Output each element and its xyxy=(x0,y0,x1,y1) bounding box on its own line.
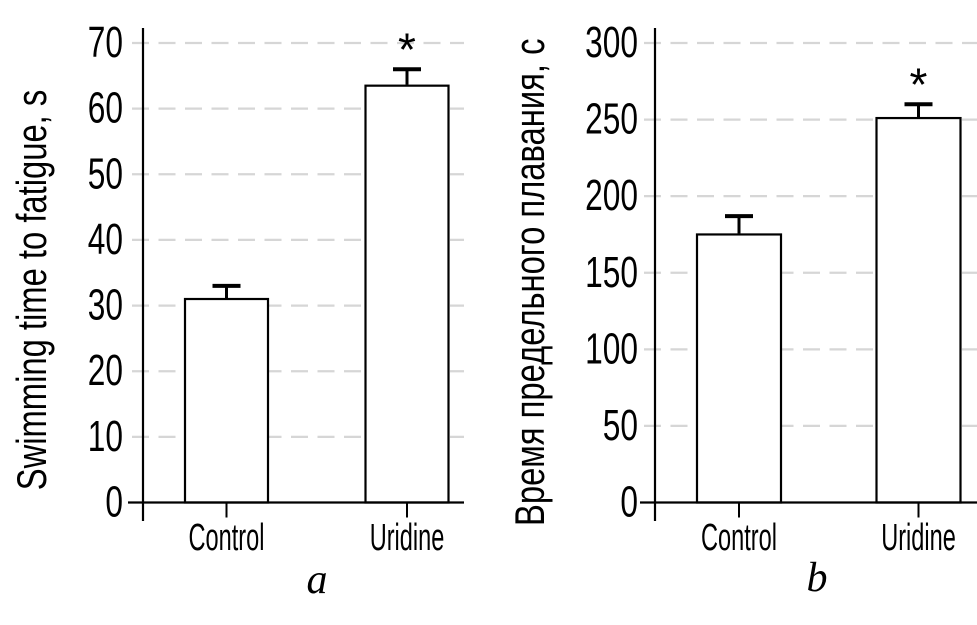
y-tick-label: 40 xyxy=(88,215,123,264)
bar-control xyxy=(695,233,783,504)
panel-letter-b: b xyxy=(806,555,828,601)
y-tick-label: 0 xyxy=(105,477,123,526)
bar-uridine xyxy=(875,116,962,504)
category-label-uridine: Uridine xyxy=(370,515,445,558)
category-label-uridine: Uridine xyxy=(881,515,956,558)
bar-control xyxy=(183,297,270,504)
significance-asterisk: * xyxy=(398,23,416,75)
y-tick-label: 150 xyxy=(585,248,638,297)
significance-asterisk: * xyxy=(910,58,928,110)
bar-uridine xyxy=(364,84,450,504)
y-tick-label: 20 xyxy=(88,346,123,395)
y-tick-label: 60 xyxy=(88,84,123,133)
y-axis-title-a: Swimming time to fatigue, s xyxy=(8,89,55,491)
y-tick-label: 50 xyxy=(603,401,638,450)
y-axis-title-b: Время предельного плавания, с xyxy=(506,38,553,526)
category-label-control: Control xyxy=(189,515,265,558)
panel-letter-a: a xyxy=(306,557,328,603)
category-label-control: Control xyxy=(701,515,777,558)
y-tick-label: 100 xyxy=(585,324,638,373)
y-tick-label: 300 xyxy=(585,18,638,67)
y-tick-label: 50 xyxy=(88,149,123,198)
y-tick-label: 250 xyxy=(585,95,638,144)
y-tick-label: 0 xyxy=(620,477,638,526)
y-tick-label: 30 xyxy=(88,281,123,330)
y-tick-label: 10 xyxy=(88,412,123,461)
y-tick-label: 200 xyxy=(585,171,638,220)
y-tick-label: 70 xyxy=(88,18,123,67)
